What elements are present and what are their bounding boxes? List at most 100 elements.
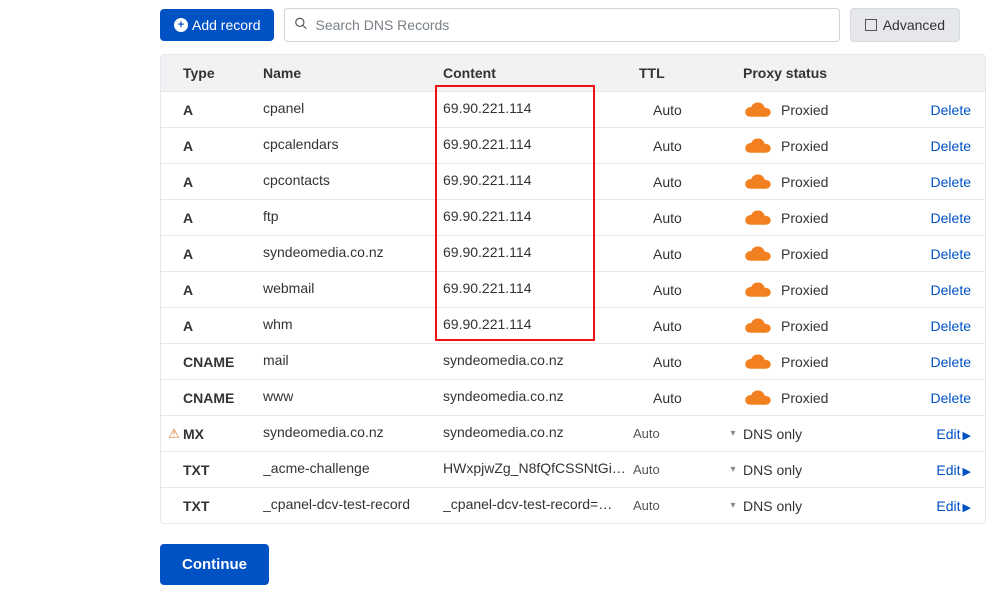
advanced-button[interactable]: Advanced — [850, 8, 960, 42]
cell-action: Delete — [903, 246, 985, 262]
cell-action: Edit▶ — [903, 426, 985, 442]
delete-link[interactable]: Delete — [931, 138, 971, 154]
proxy-label: Proxied — [781, 354, 828, 370]
delete-link[interactable]: Delete — [931, 390, 971, 406]
cell-ttl: Auto — [633, 390, 723, 406]
plus-circle-icon: + — [174, 18, 188, 32]
cell-proxy[interactable]: Proxied — [743, 246, 903, 262]
dns-panel: + Add record Advanced Type Name Content … — [0, 0, 1000, 605]
cell-content: 69.90.221.114 — [443, 172, 633, 191]
cell-type: A — [183, 102, 263, 118]
table-row[interactable]: Awhm69.90.221.114AutoProxiedDelete — [161, 307, 985, 343]
cell-action: Delete — [903, 390, 985, 406]
delete-link[interactable]: Delete — [931, 210, 971, 226]
cell-name: syndeomedia.co.nz — [263, 424, 443, 443]
add-record-button[interactable]: + Add record — [160, 9, 274, 41]
toolbar: + Add record Advanced — [0, 8, 1000, 54]
cell-ttl[interactable]: Auto — [633, 426, 723, 441]
ttl-caret[interactable]: ▾ — [723, 428, 743, 439]
delete-link[interactable]: Delete — [931, 282, 971, 298]
proxy-label: Proxied — [781, 246, 828, 262]
advanced-label: Advanced — [883, 17, 945, 33]
table-row[interactable]: Acpcalendars69.90.221.114AutoProxiedDele… — [161, 127, 985, 163]
edit-link[interactable]: Edit▶ — [936, 426, 971, 442]
cell-proxy[interactable]: Proxied — [743, 390, 903, 406]
cell-content: syndeomedia.co.nz — [443, 352, 633, 371]
cell-name: cpanel — [263, 100, 443, 119]
cell-ttl: Auto — [633, 210, 723, 226]
cell-content: 69.90.221.114 — [443, 244, 633, 263]
cell-proxy[interactable]: Proxied — [743, 210, 903, 226]
cell-name: whm — [263, 316, 443, 335]
cell-proxy[interactable]: Proxied — [743, 318, 903, 334]
cloud-proxied-icon — [743, 138, 773, 154]
table-row[interactable]: ⚠MXsyndeomedia.co.nzsyndeomedia.co.nzAut… — [161, 415, 985, 451]
cell-ttl: Auto — [633, 354, 723, 370]
delete-link[interactable]: Delete — [931, 354, 971, 370]
search-wrap — [284, 8, 839, 42]
cell-name: ftp — [263, 208, 443, 227]
search-input[interactable] — [284, 8, 839, 42]
table-row[interactable]: Aftp69.90.221.114Auto Proxied Delete — [161, 199, 985, 235]
dns-table: Type Name Content TTL Proxy status Acpan… — [160, 54, 986, 524]
table-row[interactable]: Acpcontacts69.90.221.114AutoProxiedDelet… — [161, 163, 985, 199]
cell-type: A — [183, 138, 263, 154]
cell-ttl: Auto — [633, 282, 723, 298]
cell-proxy[interactable]: DNS only — [743, 426, 903, 442]
cell-type: A — [183, 210, 263, 226]
chevron-down-icon: ▾ — [730, 464, 735, 475]
ttl-caret[interactable]: ▾ — [723, 500, 743, 511]
cell-action: Delete — [903, 102, 985, 118]
proxy-label: DNS only — [743, 498, 802, 514]
edit-link[interactable]: Edit▶ — [936, 498, 971, 514]
cell-type: CNAME — [183, 390, 263, 406]
table-row[interactable]: Asyndeomedia.co.nz69.90.221.114AutoProxi… — [161, 235, 985, 271]
chevron-right-icon: ▶ — [963, 465, 971, 478]
cell-type: A — [183, 282, 263, 298]
cell-action: Edit▶ — [903, 498, 985, 514]
cell-name: _cpanel-dcv-test-record — [263, 496, 443, 515]
cell-action: Delete — [903, 282, 985, 298]
cell-proxy[interactable]: DNS only — [743, 462, 903, 478]
table-row[interactable]: Acpanel69.90.221.114AutoProxiedDelete — [161, 91, 985, 127]
edit-link[interactable]: Edit▶ — [936, 462, 971, 478]
cell-content: 69.90.221.114 — [443, 208, 633, 227]
cell-proxy[interactable]: Proxied — [743, 174, 903, 190]
cell-ttl[interactable]: Auto — [633, 462, 723, 477]
proxy-label: Proxied — [781, 318, 828, 334]
proxy-label: Proxied — [781, 138, 828, 154]
ttl-caret[interactable]: ▾ — [723, 464, 743, 475]
cell-ttl: Auto — [633, 318, 723, 334]
cell-proxy[interactable]: Proxied — [743, 282, 903, 298]
delete-link[interactable]: Delete — [931, 102, 971, 118]
table-row[interactable]: CNAMEwwwsyndeomedia.co.nzAutoProxiedDele… — [161, 379, 985, 415]
table-row[interactable]: TXT_acme-challengeHWxpjwZg_N8fQfCSSNtGi…… — [161, 451, 985, 487]
cell-proxy[interactable]: Proxied — [743, 138, 903, 154]
proxy-label: Proxied — [781, 174, 828, 190]
row-warn: ⚠ — [161, 425, 183, 442]
header-content: Content — [443, 65, 633, 81]
table-row[interactable]: CNAMEmailsyndeomedia.co.nzAutoProxiedDel… — [161, 343, 985, 379]
cell-name: www — [263, 388, 443, 407]
cell-ttl[interactable]: Auto — [633, 498, 723, 513]
proxy-label: Proxied — [781, 282, 828, 298]
table-row[interactable]: Awebmail69.90.221.114AutoProxiedDelete — [161, 271, 985, 307]
delete-link[interactable]: Delete — [931, 318, 971, 334]
chevron-right-icon: ▶ — [963, 429, 971, 442]
cell-name: cpcalendars — [263, 136, 443, 155]
delete-link[interactable]: Delete — [931, 174, 971, 190]
chevron-down-icon: ▾ — [730, 500, 735, 511]
cell-proxy[interactable]: DNS only — [743, 498, 903, 514]
cell-proxy[interactable]: Proxied — [743, 354, 903, 370]
warning-icon: ⚠ — [168, 426, 180, 441]
header-spacer — [161, 65, 183, 81]
continue-button[interactable]: Continue — [160, 544, 269, 585]
cell-name: mail — [263, 352, 443, 371]
cell-type: A — [183, 174, 263, 190]
delete-link[interactable]: Delete — [931, 246, 971, 262]
proxy-label: DNS only — [743, 426, 802, 442]
cloud-proxied-icon — [743, 318, 773, 334]
cell-proxy[interactable]: Proxied — [743, 102, 903, 118]
cloud-proxied-icon — [743, 210, 773, 226]
table-row[interactable]: TXT_cpanel-dcv-test-record_cpanel-dcv-te… — [161, 487, 985, 523]
